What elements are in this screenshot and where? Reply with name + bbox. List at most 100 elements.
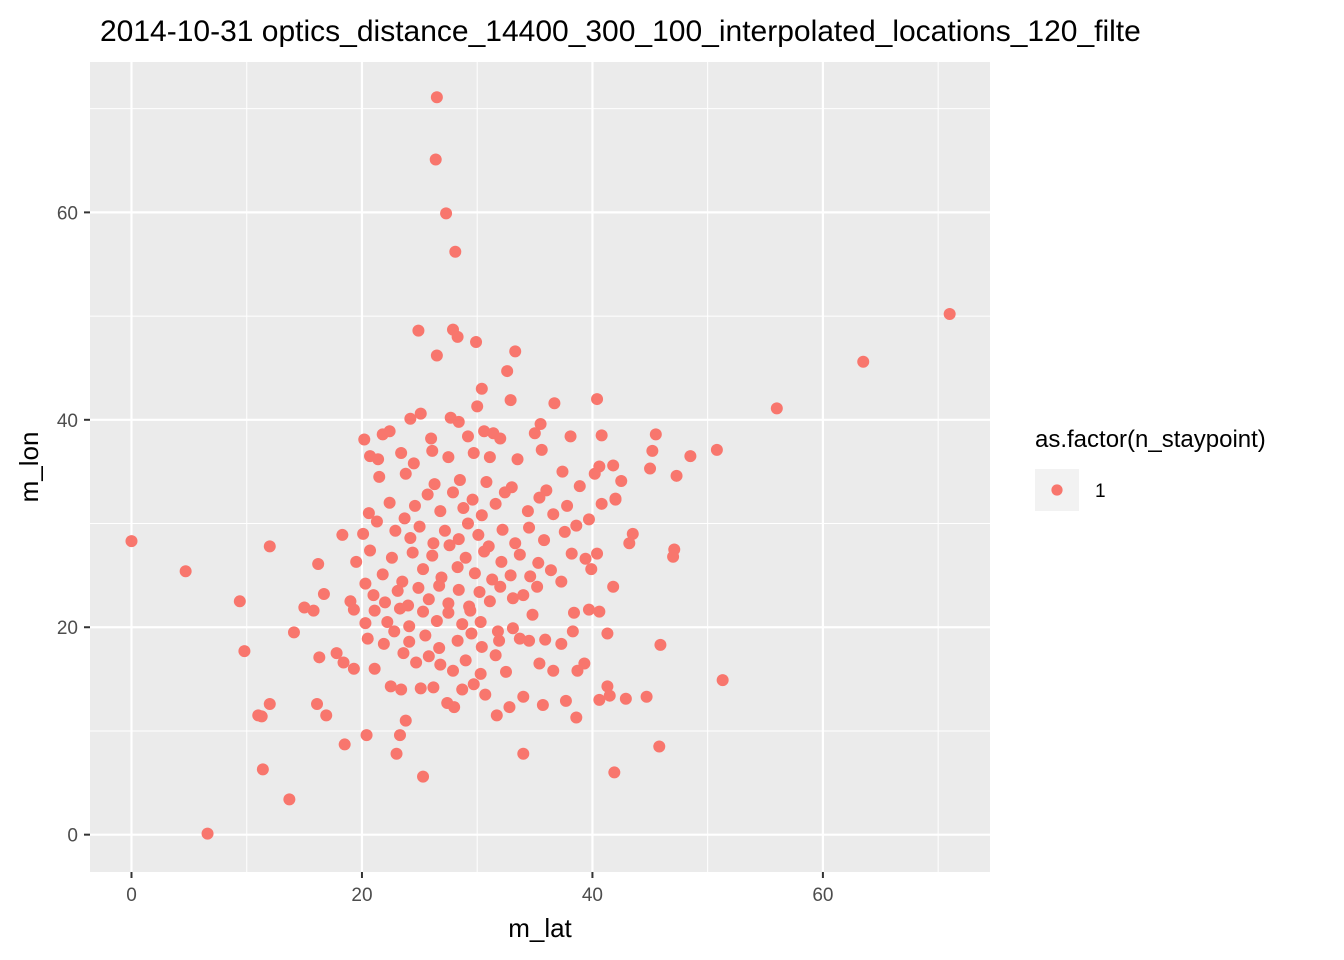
data-point [412,581,425,594]
data-points [125,91,956,840]
data-point [459,551,472,564]
data-point [607,580,620,593]
data-point [425,432,438,445]
data-point [536,699,549,712]
data-point [347,662,360,675]
data-point [399,714,412,727]
data-point [593,693,606,706]
legend-title: as.factor(n_staypoint) [1035,426,1266,453]
y-tick-label: 20 [57,618,78,639]
data-point [464,604,477,617]
data-point [395,446,408,459]
data-point [417,563,430,576]
data-point [385,551,398,564]
data-point [419,629,432,642]
data-point [364,544,377,557]
data-point [558,525,571,538]
data-point [556,465,569,478]
data-point [528,427,541,440]
y-tick-label: 60 [57,203,78,224]
data-point [565,547,578,560]
x-tick-label: 0 [126,885,137,906]
data-point [615,475,628,488]
data-point [397,647,410,660]
data-point [330,647,343,660]
data-point [511,453,524,466]
data-point [653,740,666,753]
data-point [547,508,560,521]
data-point [564,430,577,443]
data-point [430,91,443,104]
data-point [358,433,371,446]
data-point [501,365,514,378]
data-point [428,478,441,491]
data-point [238,645,251,658]
data-point [379,596,392,609]
data-point [448,701,461,714]
y-tick-label: 40 [57,411,78,432]
data-point [548,397,561,410]
data-point [517,747,530,760]
data-point [233,595,246,608]
data-point [509,345,522,358]
data-point [438,524,451,537]
data-point [490,709,503,722]
data-point [263,540,276,553]
data-point [521,505,534,518]
data-point [307,604,320,617]
data-point [517,589,530,602]
data-point [396,575,409,588]
data-point [414,682,427,695]
data-point [578,657,591,670]
data-point [479,688,492,701]
data-point [561,499,574,512]
data-point [429,153,442,166]
data-point [336,528,349,541]
data-point [493,634,506,647]
legend-key-point [1051,484,1063,496]
data-point [451,561,464,574]
data-point [357,527,370,540]
data-point [359,577,372,590]
data-point [313,651,326,664]
data-point [412,324,425,337]
data-point [473,585,486,598]
data-point [461,430,474,443]
data-point [443,539,456,552]
data-point [582,603,595,616]
data-point [486,573,499,586]
data-point [498,486,511,499]
data-point [417,605,430,618]
legend-label-1: 1 [1095,481,1106,502]
data-point [495,555,508,568]
data-point [417,770,430,783]
data-point [533,491,546,504]
data-point [489,497,502,510]
data-point [640,690,653,703]
data-point [347,603,360,616]
data-point [593,605,606,618]
data-point [524,570,537,583]
data-point [403,620,416,633]
data-point [442,451,455,464]
data-point [422,650,435,663]
data-point [770,402,783,415]
data-point [467,446,480,459]
data-point [370,515,383,528]
data-point [480,476,493,489]
data-point [716,674,729,687]
data-point [684,450,697,463]
data-point [451,330,464,343]
y-tick-label: 0 [67,826,78,847]
data-point [555,637,568,650]
data-point [531,580,544,593]
data-point [506,622,519,635]
data-point [395,683,408,696]
data-point [442,606,455,619]
data-point [434,505,447,518]
data-point [393,602,406,615]
data-point [591,547,604,560]
data-point [532,556,545,569]
data-point [427,537,440,550]
data-point [426,549,439,562]
